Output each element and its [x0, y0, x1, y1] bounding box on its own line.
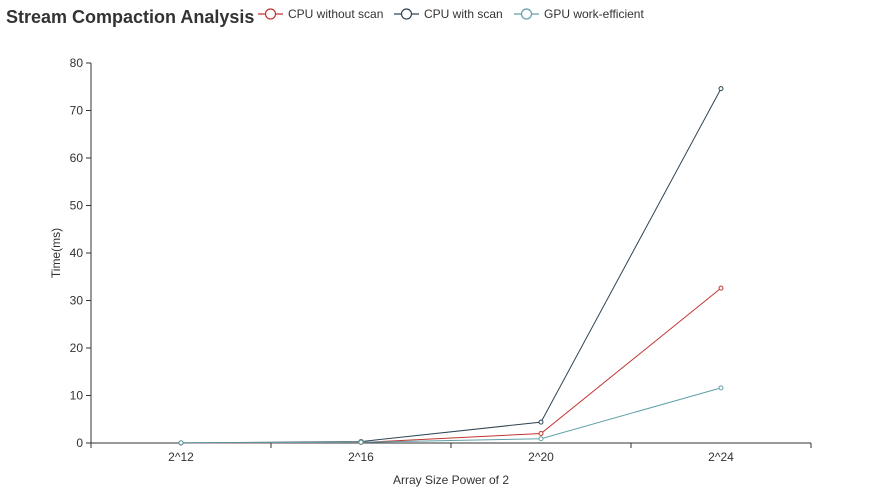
data-point[interactable] [718, 285, 724, 291]
series-line [180, 88, 722, 444]
data-point[interactable] [538, 419, 544, 425]
legend-item[interactable]: CPU with scan [394, 7, 503, 21]
data-point[interactable] [178, 440, 184, 446]
legend-marker-icon [264, 8, 277, 20]
y-ticks: 0 10 20 30 40 50 60 70 80 [70, 56, 91, 450]
y-tick-label: 80 [70, 56, 84, 70]
y-axis-title: Time(ms) [49, 228, 63, 278]
legend-label: CPU with scan [424, 7, 503, 21]
data-point[interactable] [538, 431, 544, 436]
legend-label: CPU without scan [288, 7, 383, 21]
data-point[interactable] [718, 86, 724, 92]
legend-item[interactable]: GPU work-efficient [514, 7, 644, 21]
data-point[interactable] [538, 436, 544, 442]
y-tick-label: 60 [70, 151, 84, 165]
y-tick-label: 40 [70, 246, 84, 260]
y-tick-label: 20 [70, 341, 84, 355]
legend[interactable]: CPU without scan CPU with scan GPU work-ef… [258, 7, 644, 21]
data-point[interactable] [718, 385, 724, 391]
series-1 [178, 86, 724, 446]
x-tick-label: 2^12 [168, 450, 194, 464]
y-tick-label: 0 [76, 436, 83, 450]
x-tick-label: 2^24 [708, 450, 734, 464]
series-group [178, 86, 724, 446]
x-axis-title: Array Size Power of 2 [393, 473, 509, 487]
y-tick-label: 30 [70, 294, 84, 308]
x-tick-label: 2^16 [348, 450, 374, 464]
x-ticks: 2^12 2^16 2^20 2^24 [90, 443, 812, 464]
data-point[interactable] [358, 439, 364, 445]
legend-item[interactable]: CPU without scan [258, 7, 383, 21]
series-line [180, 287, 722, 444]
y-tick-label: 10 [70, 389, 84, 403]
chart-title: Stream Compaction Analysis [6, 7, 254, 27]
series-0 [178, 285, 724, 446]
legend-marker-icon [400, 8, 413, 20]
x-tick-label: 2^20 [528, 450, 554, 464]
legend-marker-icon [520, 8, 533, 20]
legend-label: GPU work-efficient [544, 7, 644, 21]
series-line [180, 387, 722, 444]
series-2 [178, 385, 724, 446]
y-tick-label: 70 [70, 104, 84, 118]
axes [90, 63, 811, 444]
y-tick-label: 50 [70, 199, 84, 213]
